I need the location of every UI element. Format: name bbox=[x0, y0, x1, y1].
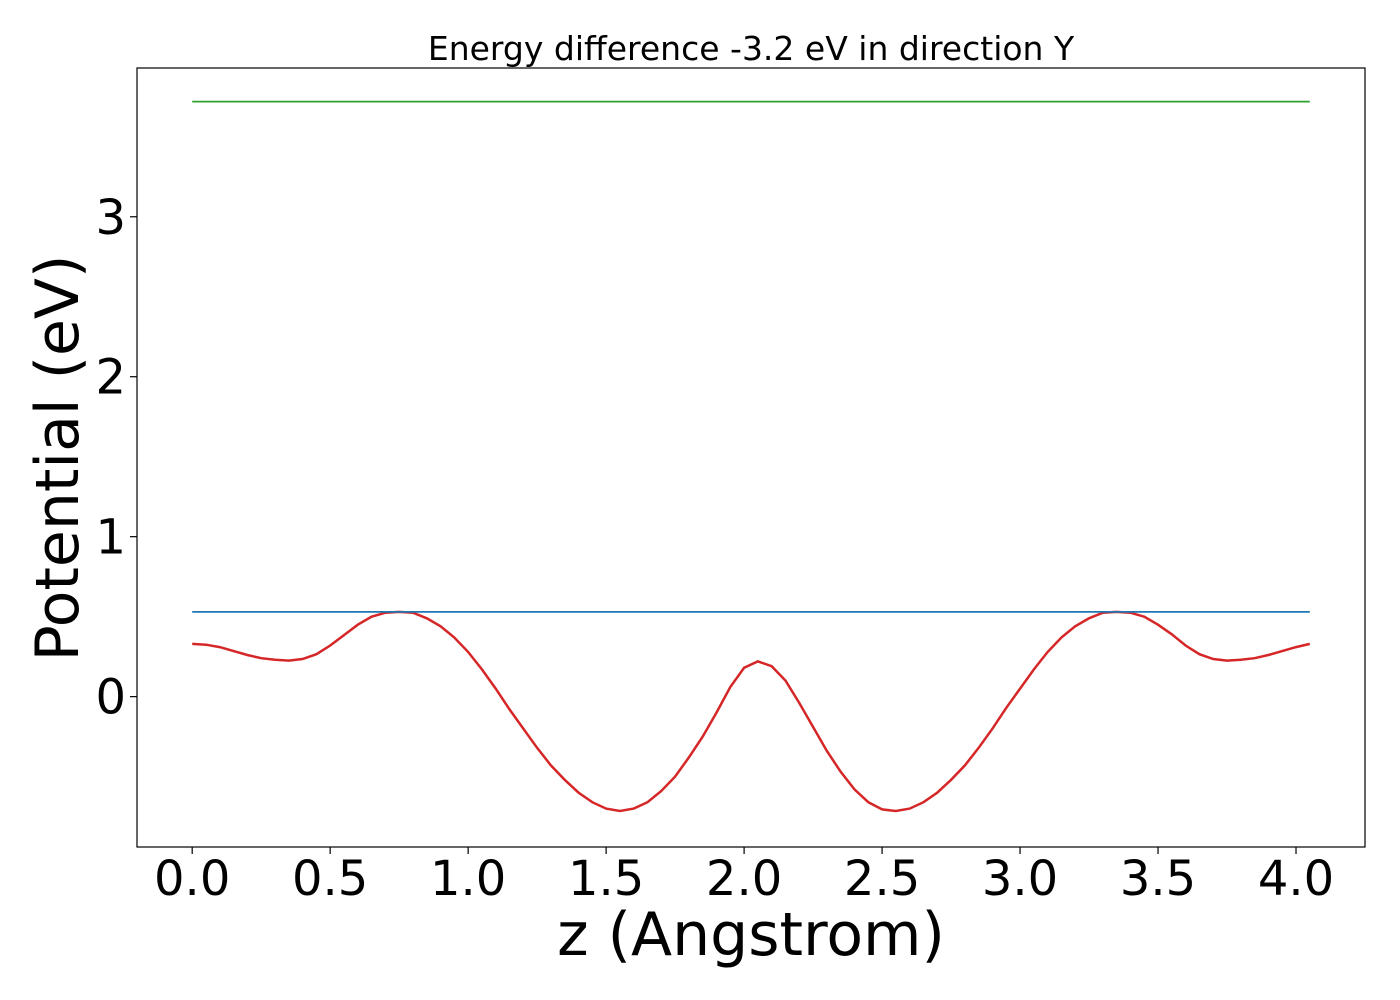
x-tick-label: 1.5 bbox=[568, 851, 644, 907]
x-tick-label: 0.5 bbox=[292, 851, 368, 907]
x-tick-label: 0.0 bbox=[154, 851, 230, 907]
y-tick-label: 2 bbox=[95, 350, 126, 406]
x-tick-label: 3.0 bbox=[982, 851, 1058, 907]
potential-line bbox=[192, 610, 1311, 813]
y-tick-label: 1 bbox=[95, 510, 126, 566]
plot-frame bbox=[136, 67, 1366, 848]
x-tick-label: 2.0 bbox=[706, 851, 782, 907]
series-layer bbox=[192, 100, 1311, 813]
x-tick-label: 4.0 bbox=[1258, 851, 1334, 907]
x-tick-label: 1.0 bbox=[430, 851, 506, 907]
y-tick-label: 0 bbox=[95, 670, 126, 726]
x-axis: 0.0 0.5 1.0 1.5 2.0 2.5 3.0 3.5 4.0 bbox=[154, 847, 1334, 907]
y-tick-label: 3 bbox=[95, 190, 126, 246]
x-tick-label: 2.5 bbox=[844, 851, 920, 907]
x-tick-label: 3.5 bbox=[1120, 851, 1196, 907]
chart-title: Energy difference -3.2 eV in direction Y bbox=[428, 29, 1075, 68]
x-axis-label: z (Angstrom) bbox=[557, 900, 945, 970]
y-axis: 0 1 2 3 bbox=[95, 190, 137, 726]
y-axis-label: Potential (eV) bbox=[23, 255, 93, 662]
